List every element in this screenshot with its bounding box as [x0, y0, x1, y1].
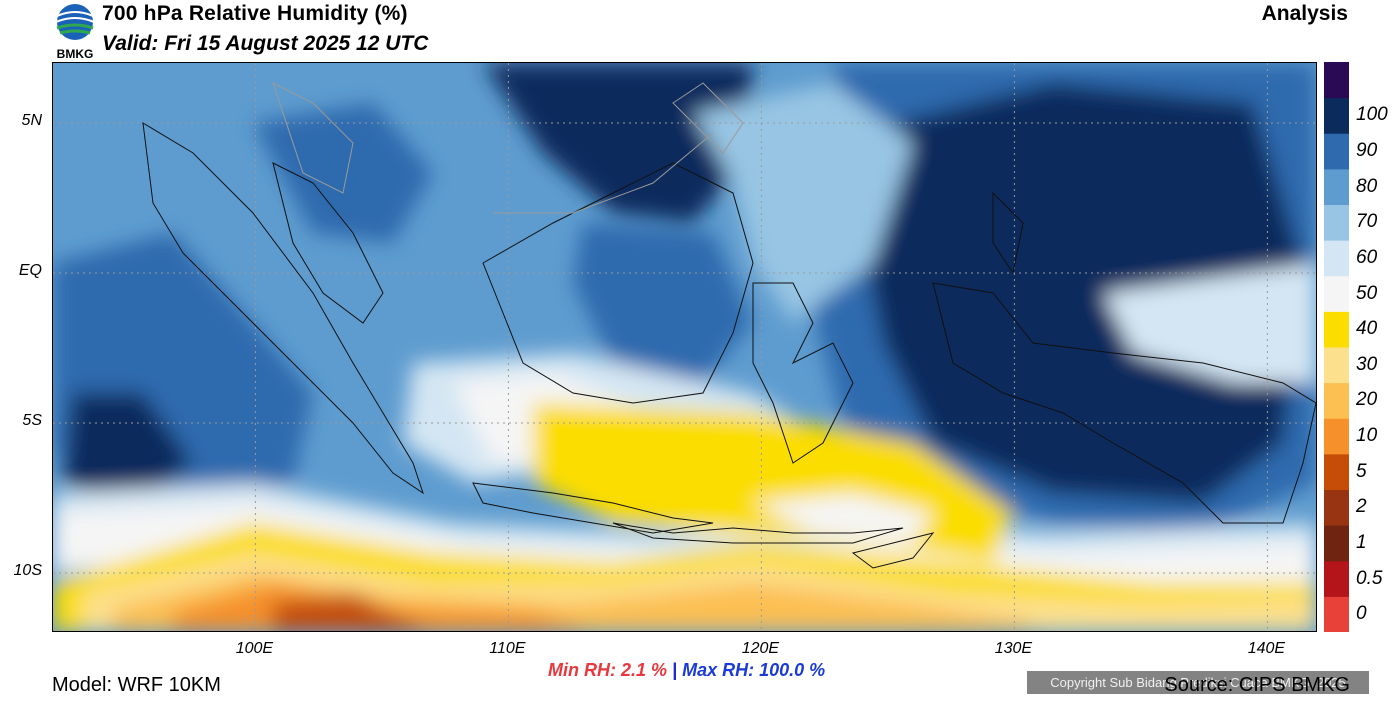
copyright-notice: Copyright Sub Bidang Prediksi Cuaca BMKG… [1027, 671, 1369, 694]
coastlines [142, 122, 1316, 569]
colorbar-segment [1324, 525, 1349, 562]
colorbar-level-label: 0 [1356, 603, 1367, 625]
min-rh-value: 2.1 % [621, 660, 668, 680]
map-gridlines [53, 63, 1316, 631]
y-tick-label: EQ [18, 262, 42, 279]
rh-field-shading [53, 63, 1316, 631]
colorbar-level-label: 60 [1356, 246, 1378, 268]
min-max-readout: Min RH: 2.1 % | Max RH: 100.0 % [548, 660, 825, 681]
min-rh-label: Min RH: [548, 660, 616, 680]
valid-time: Valid: Fri 15 August 2025 12 UTC [102, 32, 429, 55]
chart-title: 700 hPa Relative Humidity (%) [102, 2, 408, 25]
colorbar-segment [1324, 133, 1349, 170]
colorbar-segment [1324, 489, 1349, 526]
colorbar-level-label: 0.5 [1356, 567, 1383, 589]
colorbar-segment [1324, 204, 1349, 241]
colorbar-level-label: 70 [1356, 211, 1378, 233]
y-tick-label: 5S [22, 412, 42, 429]
colorbar-level-label: 40 [1356, 318, 1378, 340]
colorbar-segment [1324, 311, 1349, 348]
borders [272, 82, 744, 214]
source-label: Source: CIPS BMKG [1164, 674, 1350, 696]
colorbar-level-label: 90 [1356, 140, 1378, 162]
bmkg-logo-text: BMKG [57, 47, 94, 60]
humidity-map: Copyright Sub Bidang Prediksi Cuaca BMKG… [52, 62, 1369, 694]
colorbar-segment [1324, 382, 1349, 419]
analysis-label: Analysis [1261, 2, 1348, 25]
colorbar-level-label: 10 [1356, 425, 1378, 447]
max-rh-label: Max RH: [682, 660, 755, 680]
colorbar-level-label: 100 [1356, 104, 1388, 126]
x-tick-label: 130E [994, 640, 1033, 657]
x-tick-label: 110E [489, 640, 526, 657]
colorbar-level-label: 5 [1356, 460, 1367, 482]
colorbar-segment [1324, 560, 1349, 597]
min-max-separator: | [672, 660, 678, 680]
max-rh-value: 100.0 % [759, 660, 826, 680]
colorbar [1324, 62, 1349, 632]
y-tick-label: 10S [13, 562, 42, 579]
colorbar-segment [1324, 418, 1349, 455]
colorbar-segment [1324, 240, 1349, 277]
y-tick-label: 5N [21, 112, 42, 129]
colorbar-segment [1324, 453, 1349, 490]
colorbar-level-label: 80 [1356, 175, 1378, 197]
colorbar-segment [1324, 347, 1349, 384]
model-label: Model: WRF 10KM [52, 674, 221, 696]
x-tick-label: 140E [1247, 640, 1286, 657]
colorbar-segment [1324, 97, 1349, 134]
colorbar-level-label: 50 [1356, 282, 1378, 304]
colorbar-segment [1324, 168, 1349, 205]
colorbar-segment [1324, 275, 1349, 312]
x-tick-label: 120E [741, 640, 780, 657]
colorbar-level-label: 20 [1356, 389, 1378, 411]
x-tick-label: 100E [235, 640, 274, 657]
colorbar-level-label: 1 [1356, 531, 1367, 553]
colorbar-level-label: 30 [1356, 353, 1378, 375]
colorbar-level-label: 2 [1356, 496, 1367, 518]
bmkg-logo: BMKG [52, 2, 98, 61]
colorbar-segment [1324, 596, 1349, 632]
colorbar-segment [1324, 62, 1349, 99]
